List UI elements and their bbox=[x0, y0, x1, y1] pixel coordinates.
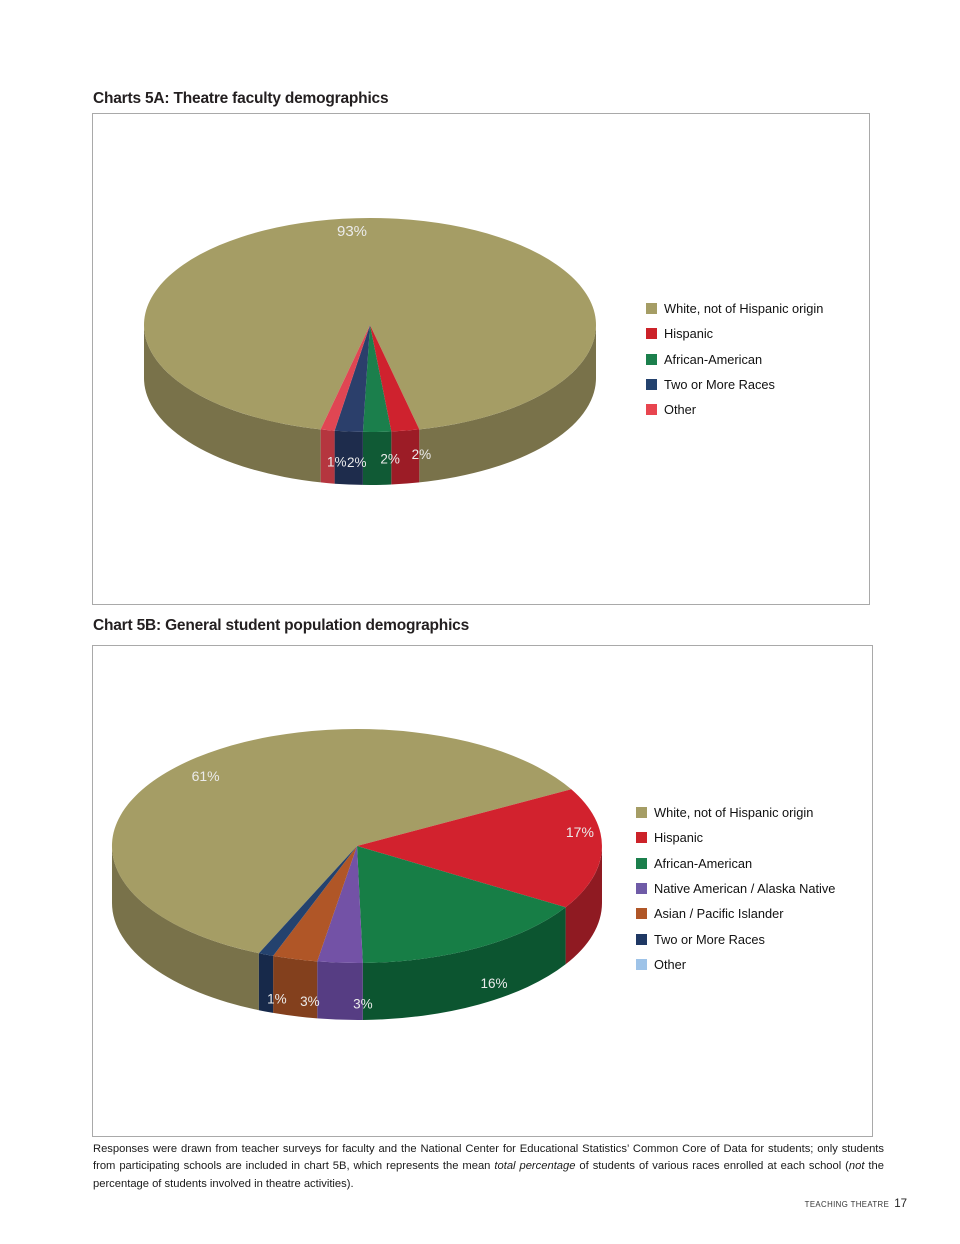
legend-swatch-icon bbox=[636, 807, 647, 819]
legend-item-label: Hispanic bbox=[654, 830, 704, 846]
pie-slice-label: 16% bbox=[480, 976, 507, 991]
legend-swatch-icon bbox=[646, 303, 657, 315]
pie-slice-label: 61% bbox=[192, 768, 220, 784]
legend-item-label: Native American / Alaska Native bbox=[654, 881, 836, 897]
pie-slice-side bbox=[273, 955, 318, 1019]
legend-item-label: African-American bbox=[664, 351, 763, 367]
legend-item-label: Two or More Races bbox=[664, 377, 775, 393]
pie-slice-side bbox=[419, 325, 596, 483]
legend-item: Hispanic bbox=[636, 825, 835, 850]
legend-item: Other bbox=[646, 397, 823, 422]
pie-slice-side bbox=[258, 953, 274, 1013]
pie-slice-side bbox=[317, 961, 363, 1021]
pie-slice bbox=[357, 846, 566, 963]
pie-slice-side bbox=[320, 429, 335, 484]
legend-swatch-icon bbox=[636, 908, 647, 920]
pie-slice bbox=[334, 325, 370, 432]
pie-slice-label: 93% bbox=[337, 223, 367, 240]
pie-slice-label: 2% bbox=[347, 455, 367, 470]
footnote-italic: total percentage bbox=[494, 1160, 576, 1173]
legend-item: White, not of Hispanic origin bbox=[646, 296, 823, 321]
pie-slice-side bbox=[362, 431, 392, 485]
legend-item: White, not of Hispanic origin bbox=[636, 800, 835, 825]
legend-item: African-American bbox=[646, 347, 823, 372]
legend-swatch-icon bbox=[636, 832, 647, 844]
chart-5b-legend: White, not of Hispanic origin Hispanic Afr… bbox=[636, 800, 835, 977]
pie-slice-side bbox=[334, 430, 363, 485]
pie-slice-side bbox=[362, 907, 566, 1020]
pie-slice bbox=[258, 846, 357, 956]
pie-slice-label: 1% bbox=[267, 991, 287, 1006]
page-footer: TEACHING THEATRE 17 bbox=[805, 1198, 907, 1210]
pie-slice-side bbox=[391, 429, 420, 485]
legend-item: Native American / Alaska Native bbox=[636, 876, 835, 901]
footnote-italic: not bbox=[848, 1160, 865, 1173]
legend-swatch-icon bbox=[636, 958, 647, 970]
pie-slice bbox=[320, 325, 370, 431]
legend-item-label: Asian / Pacific Islander bbox=[654, 906, 784, 922]
legend-item: Hispanic bbox=[646, 321, 823, 346]
footer-page-number: 17 bbox=[894, 1198, 907, 1210]
legend-item-label: Hispanic bbox=[664, 326, 714, 342]
footnote-text: of students of various races enrolled at… bbox=[575, 1160, 849, 1173]
legend-item-label: Other bbox=[664, 402, 697, 418]
chart-5a-title: Charts 5A: Theatre faculty demographics bbox=[93, 90, 389, 107]
legend-swatch-icon bbox=[646, 328, 657, 340]
legend-item-label: Two or More Races bbox=[654, 931, 765, 947]
pie-slice bbox=[144, 217, 596, 430]
legend-item-label: White, not of Hispanic origin bbox=[654, 805, 814, 821]
pie-slice-label: 2% bbox=[412, 447, 432, 462]
pie-chart-5b: 61% 17% 16% 3% 3% 1% bbox=[111, 728, 602, 1021]
pie-slice bbox=[357, 789, 602, 908]
legend-item: Two or More Races bbox=[646, 372, 823, 397]
chart-5a-legend: White, not of Hispanic origin Hispanic Afr… bbox=[646, 296, 823, 422]
legend-item-label: African-American bbox=[654, 855, 753, 871]
pie-slice-side bbox=[112, 846, 259, 1011]
legend-swatch-icon bbox=[636, 857, 647, 869]
pie-slice-label: 1% bbox=[327, 454, 347, 469]
pie-slice bbox=[111, 728, 572, 954]
pie-slice-label: 2% bbox=[380, 451, 400, 466]
pie-slice bbox=[370, 325, 420, 432]
pie-chart-5a: 93%2%2%2%1% bbox=[144, 217, 596, 485]
legend-item: Asian / Pacific Islander bbox=[636, 901, 835, 926]
legend-swatch-icon bbox=[646, 404, 657, 416]
footnote-text: the percentage of students involved in t… bbox=[93, 1160, 884, 1190]
footnote-text: Responses were drawn from teacher survey… bbox=[93, 1143, 884, 1173]
legend-item-label: Other bbox=[654, 956, 687, 972]
pie-slice-side bbox=[565, 846, 602, 965]
pie-slice-label: 3% bbox=[353, 996, 373, 1011]
legend-item: Other bbox=[636, 952, 835, 977]
pie-slice-side bbox=[144, 325, 321, 483]
pie-slice-label: 3% bbox=[300, 994, 320, 1009]
chart-5b-title: Chart 5B: General student population dem… bbox=[93, 617, 470, 634]
footer-journal-name: TEACHING THEATRE bbox=[804, 1200, 890, 1209]
pie-slice bbox=[273, 846, 357, 962]
legend-swatch-icon bbox=[646, 379, 657, 391]
pie-slice bbox=[362, 325, 392, 432]
pie-slice-label: 17% bbox=[566, 824, 594, 840]
pie-slice bbox=[317, 846, 363, 964]
legend-item: African-American bbox=[636, 851, 835, 876]
legend-item-label: White, not of Hispanic origin bbox=[664, 301, 824, 317]
legend-swatch-icon bbox=[646, 353, 657, 365]
legend-swatch-icon bbox=[636, 933, 647, 945]
legend-item: Two or More Races bbox=[636, 926, 835, 951]
legend-swatch-icon bbox=[636, 883, 647, 895]
footnote: Responses were drawn from teacher survey… bbox=[93, 1141, 884, 1193]
